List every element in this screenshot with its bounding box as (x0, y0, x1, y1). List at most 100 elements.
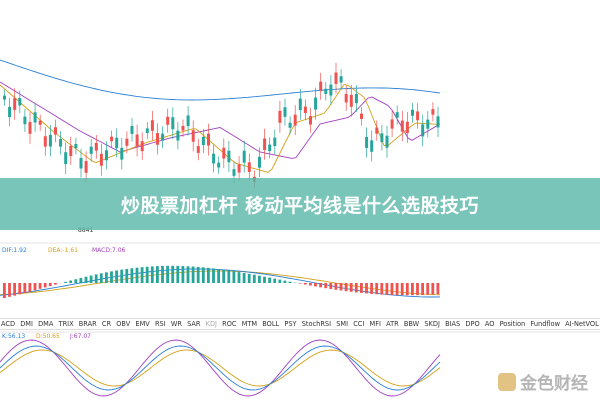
indicator-tab[interactable]: AI-NetVOL (565, 320, 599, 328)
macd-bar (18, 283, 22, 295)
indicator-tab[interactable]: AO (484, 320, 495, 328)
macd-bar (222, 269, 226, 283)
moving-average (0, 59, 441, 101)
indicator-tab[interactable]: CR (101, 320, 112, 328)
macd-bar (431, 283, 435, 295)
macd-bar (145, 266, 149, 283)
indicator-tab[interactable]: BBW (403, 320, 420, 328)
macd-bar (191, 266, 195, 283)
macd-bar (426, 283, 430, 295)
macd-bar (79, 277, 83, 283)
macd-bar (8, 283, 11, 297)
macd-bar (140, 267, 144, 283)
macd-bar (314, 283, 317, 287)
watermark-text: 金色财经 (520, 374, 588, 394)
indicator-tab[interactable]: SKDJ (424, 320, 440, 328)
macd-bar (125, 268, 129, 283)
indicator-tab[interactable]: BIAS (445, 320, 461, 328)
indicator-tab[interactable]: MFI (369, 320, 381, 328)
watermark-icon (498, 372, 516, 391)
macd-bar (400, 283, 404, 296)
indicator-tab[interactable]: CCI (353, 320, 365, 328)
indicator-tab[interactable]: OBV (116, 320, 131, 328)
macd-bar (263, 276, 266, 283)
macd-bar (242, 272, 246, 283)
macd-bar (247, 273, 251, 283)
indicator-tab[interactable]: DPO (465, 320, 480, 328)
macd-bar (411, 283, 414, 296)
indicator-tab[interactable]: PSY (284, 320, 297, 328)
indicator-tab[interactable]: DMA (38, 320, 54, 328)
macd-bar (54, 283, 57, 285)
indicator-tab[interactable]: Position (499, 320, 526, 328)
indicator-tab[interactable]: BRAR (78, 320, 97, 328)
kdj-label: D:50.65 (36, 333, 60, 340)
indicator-tab[interactable]: ATR (386, 320, 399, 328)
macd-bar (120, 269, 124, 283)
macd-bar (258, 275, 261, 283)
macd-bar (309, 283, 312, 286)
macd-bar (212, 268, 215, 283)
macd-bar (380, 283, 384, 295)
title-banner: 炒股票加杠杆 移动平均线是什么选股技巧 (0, 178, 600, 230)
macd-bar (370, 283, 373, 294)
macd-bar (390, 283, 394, 296)
macd-bar (13, 283, 16, 296)
macd-bar (89, 275, 93, 283)
macd-bar (94, 274, 98, 283)
macd-bar (176, 265, 180, 283)
indicator-tab[interactable]: WR (170, 320, 182, 328)
macd-bar (283, 280, 287, 283)
macd-bar (288, 281, 292, 283)
indicator-tab[interactable]: BOLL (262, 320, 280, 328)
macd-bar (3, 283, 6, 299)
price-marker: 8841 (78, 227, 93, 234)
macd-bar (135, 267, 139, 283)
macd-bar (38, 283, 42, 289)
kdj-label: K:56.13 (2, 333, 25, 340)
macd-bar (278, 279, 282, 283)
indicator-tab[interactable]: SAR (187, 320, 201, 328)
macd-bar (395, 283, 399, 296)
macd-bar (74, 279, 78, 283)
macd-bar (227, 270, 231, 283)
macd-bar (33, 283, 37, 291)
indicator-tab[interactable]: TRIX (58, 320, 74, 328)
macd-bar (186, 266, 190, 283)
kdj-line (0, 349, 441, 387)
kdj-line (0, 345, 441, 391)
indicator-tab[interactable]: ROC (222, 320, 237, 328)
indicator-tab[interactable]: KDJ (205, 320, 217, 328)
macd-bar (105, 272, 108, 283)
kdj-line (0, 339, 441, 397)
macd-bar (181, 266, 185, 283)
macd-label: DEA:-1.61 (48, 247, 78, 254)
indicator-tab[interactable]: Fundflow (530, 320, 560, 328)
macd-bar (360, 283, 363, 293)
macd-bar (405, 283, 409, 296)
macd-bar (166, 265, 169, 283)
macd-bar (237, 272, 241, 283)
macd-bar (252, 274, 256, 283)
macd-bar (217, 269, 220, 283)
macd-bar (232, 271, 236, 283)
macd-bar (349, 283, 353, 292)
macd-bar (385, 283, 389, 295)
indicator-tab[interactable]: SMI (336, 320, 349, 328)
macd-bar (28, 283, 32, 292)
macd-bar (130, 268, 134, 283)
macd-bar (273, 278, 277, 283)
watermark: 金色财经 (498, 369, 588, 394)
indicator-tab[interactable]: RSI (154, 320, 166, 328)
macd-bar (48, 283, 52, 287)
macd-bar (354, 283, 358, 293)
macd-bar (436, 283, 440, 295)
kdj-label: J:67.07 (69, 333, 91, 340)
moving-average (0, 83, 441, 173)
indicator-tab[interactable]: MTM (241, 320, 258, 328)
indicator-tab[interactable]: DMI (20, 320, 33, 328)
indicator-tab[interactable]: EMV (135, 320, 150, 328)
indicator-tab[interactable]: StochRSI (301, 320, 332, 328)
indicator-tab[interactable]: ACD (1, 320, 16, 328)
